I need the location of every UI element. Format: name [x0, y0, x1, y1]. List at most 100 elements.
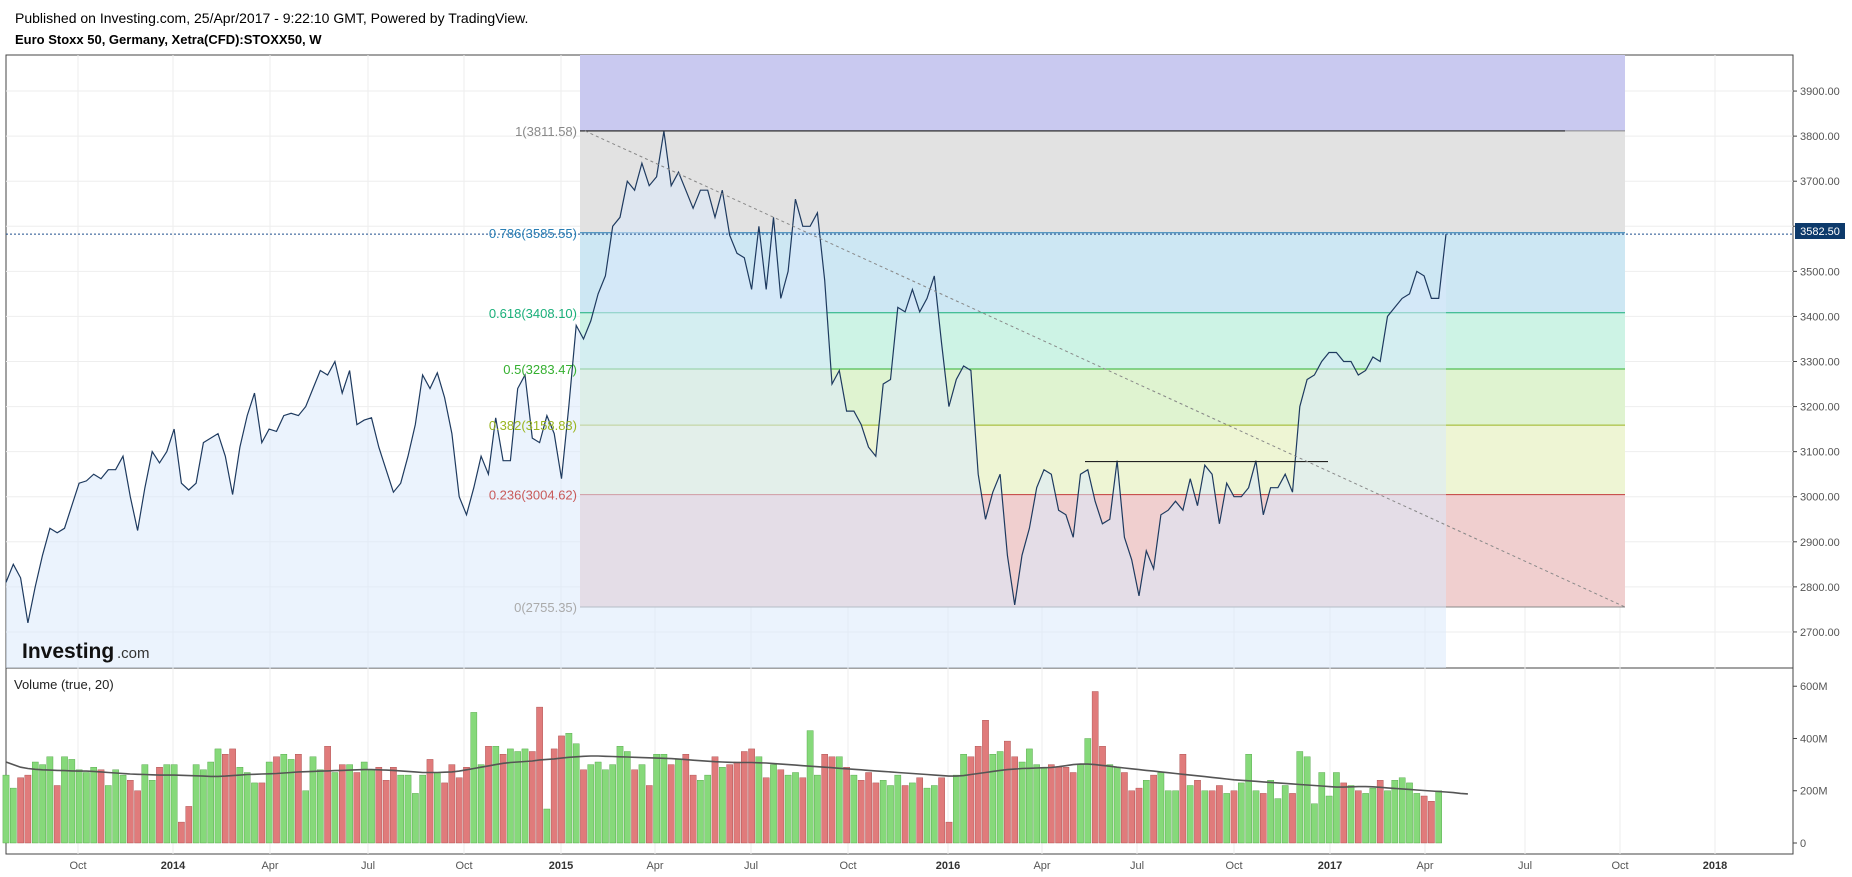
volume-bar	[558, 735, 565, 844]
volume-bar	[273, 756, 280, 844]
volume-bar	[1362, 793, 1369, 844]
volume-bar	[397, 774, 405, 844]
volume-bar	[689, 774, 697, 844]
volume-bar	[1420, 795, 1428, 844]
volume-bar	[126, 780, 134, 844]
fib-zone	[580, 130, 1625, 233]
price-series	[5, 131, 1447, 668]
volume-bar	[733, 761, 741, 844]
volume-bar	[360, 761, 368, 844]
volume-bar	[1055, 767, 1062, 844]
volume-bar	[68, 759, 76, 844]
volume-bar	[850, 774, 858, 844]
x-tick-label: Oct	[1225, 860, 1242, 872]
volume-bar	[982, 720, 989, 844]
volume-bar	[1274, 798, 1282, 844]
volume-bar	[638, 764, 646, 844]
volume-bar	[353, 772, 361, 844]
volume-tick-label: 400M	[1800, 733, 1828, 745]
volume-bar	[375, 767, 383, 844]
volume-bar	[1354, 790, 1362, 844]
volume-bar	[148, 780, 156, 844]
x-tick-label: 2015	[549, 860, 573, 872]
volume-bar	[1157, 772, 1165, 844]
volume-bar	[170, 764, 178, 844]
fib-label: 0.5(3283.47)	[503, 362, 577, 377]
volume-bar	[1077, 764, 1084, 844]
volume-bar	[565, 733, 573, 844]
volume-bar	[339, 764, 346, 844]
volume-bar	[770, 764, 777, 844]
volume-bar	[156, 767, 163, 844]
volume-bar	[1084, 738, 1092, 844]
volume-bar	[1069, 772, 1077, 844]
volume-bar	[9, 787, 17, 844]
logo-brand: Investing	[22, 640, 114, 663]
x-axis: Oct 2014 Apr Jul Oct 2015 Apr Jul Oct 2016 Apr Jul O…	[69, 860, 1727, 872]
volume-bar	[923, 787, 931, 844]
volume-bar	[346, 764, 353, 844]
volume-bar	[1406, 782, 1413, 844]
y-tick-label: 3000.00	[1800, 492, 1840, 504]
y-tick-label: 2900.00	[1800, 537, 1840, 549]
volume-bar	[675, 759, 682, 844]
volume-bar	[485, 746, 492, 844]
x-tick-label: Jul	[744, 860, 758, 872]
y-tick-label: 3300.00	[1800, 357, 1840, 369]
volume-bar	[865, 772, 872, 844]
volume-bar	[61, 756, 68, 844]
volume-bar	[1340, 782, 1347, 844]
fib-label: 0(2755.35)	[514, 600, 577, 615]
volume-bar	[821, 754, 828, 844]
volume-bar	[777, 769, 785, 844]
volume-bar	[1208, 790, 1216, 844]
volume-bar	[1194, 780, 1201, 844]
volume-bar	[1121, 772, 1128, 844]
fib-label: 0.236(3004.62)	[489, 488, 577, 503]
volume-bar	[185, 806, 193, 844]
y-tick-label: 3500.00	[1800, 266, 1840, 278]
volume-bar	[1245, 754, 1252, 844]
volume-bar	[1289, 793, 1296, 844]
volume-bar	[594, 761, 602, 844]
volume-bar	[507, 748, 514, 844]
volume-bar	[901, 785, 909, 844]
y-tick-label: 3400.00	[1800, 311, 1840, 323]
volume-bar	[455, 777, 463, 844]
symbol-title: Euro Stoxx 50, Germany, Xetra(CFD):STOXX…	[15, 32, 322, 47]
volume-bar	[221, 754, 229, 844]
volume-bar	[1259, 793, 1267, 844]
volume-bar	[660, 754, 668, 844]
volume-tick-label: 600M	[1800, 681, 1828, 693]
volume-bar	[872, 782, 880, 844]
volume-bar	[309, 756, 317, 844]
fib-trend-line[interactable]	[584, 130, 1626, 608]
volume-bar	[477, 764, 485, 844]
volume-bar	[382, 780, 390, 844]
volume-bar	[119, 774, 127, 844]
trend-lines[interactable]	[6, 130, 1793, 608]
volume-bar	[243, 772, 251, 844]
logo-suffix: .com	[117, 645, 150, 662]
volume-bar	[163, 764, 171, 844]
volume-bar	[1040, 767, 1048, 844]
volume-bar	[434, 772, 441, 844]
volume-bar	[368, 769, 375, 844]
volume-bar	[609, 764, 616, 844]
volume-bar	[1435, 790, 1442, 844]
price-line	[5, 131, 1447, 624]
volume-bar	[265, 761, 273, 844]
volume-bar	[207, 761, 215, 844]
volume-bar	[1106, 764, 1114, 844]
volume-bar	[229, 748, 236, 844]
volume-bar	[463, 767, 470, 844]
x-tick-label: Jul	[1518, 860, 1532, 872]
volume-bar	[1325, 795, 1333, 844]
x-tick-label: Apr	[646, 860, 663, 872]
volume-bar	[653, 754, 660, 844]
volume-bar	[602, 769, 609, 844]
volume-bar	[719, 767, 726, 844]
x-tick-label: Apr	[1033, 860, 1050, 872]
volume-bar	[1164, 790, 1172, 844]
